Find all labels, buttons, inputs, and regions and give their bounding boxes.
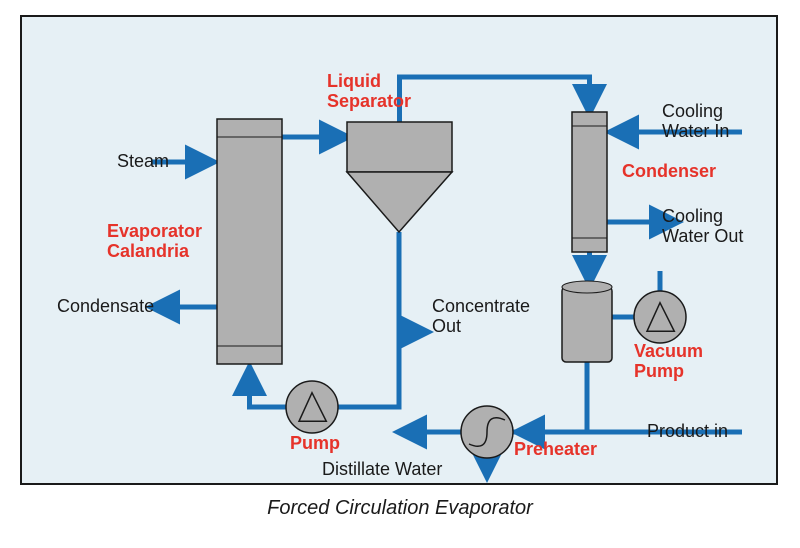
label-evaporator2: Calandria: [107, 241, 190, 261]
diagram-svg: Steam Condensate EvaporatorCalandria Liquid…: [22, 17, 780, 487]
label-liquid-separator2: Separator: [327, 91, 411, 111]
vacuum-pump: [634, 291, 686, 343]
label-pump: Pump: [290, 433, 340, 453]
label-cooling-out2: Water Out: [662, 226, 743, 246]
label-cooling-in: Cooling: [662, 101, 723, 121]
label-vacuum-pump: Vacuum: [634, 341, 703, 361]
circulation-pump: [286, 381, 338, 433]
label-distillate: Distillate Water: [322, 459, 442, 479]
label-cooling-out: Cooling: [662, 206, 723, 226]
label-condensate: Condensate: [57, 296, 154, 316]
label-liquid-separator: Liquid: [327, 71, 381, 91]
vacuum-tank: [562, 287, 612, 362]
label-vacuum-pump2: Pump: [634, 361, 684, 381]
label-cooling-in2: Water In: [662, 121, 729, 141]
diagram-border: Steam Condensate EvaporatorCalandria Liquid…: [20, 15, 778, 485]
label-product-in: Product in: [647, 421, 728, 441]
diagram-frame: Steam Condensate EvaporatorCalandria Liquid…: [0, 0, 800, 548]
liquid-separator: [347, 122, 452, 172]
label-steam: Steam: [117, 151, 169, 171]
label-concentrate2: Out: [432, 316, 461, 336]
label-preheater: Preheater: [514, 439, 597, 459]
label-condenser: Condenser: [622, 161, 716, 181]
diagram-caption: Forced Circulation Evaporator: [0, 497, 800, 520]
evaporator-calandria: [217, 119, 282, 364]
label-evaporator: Evaporator: [107, 221, 202, 241]
label-concentrate: Concentrate: [432, 296, 530, 316]
condenser: [572, 112, 607, 252]
